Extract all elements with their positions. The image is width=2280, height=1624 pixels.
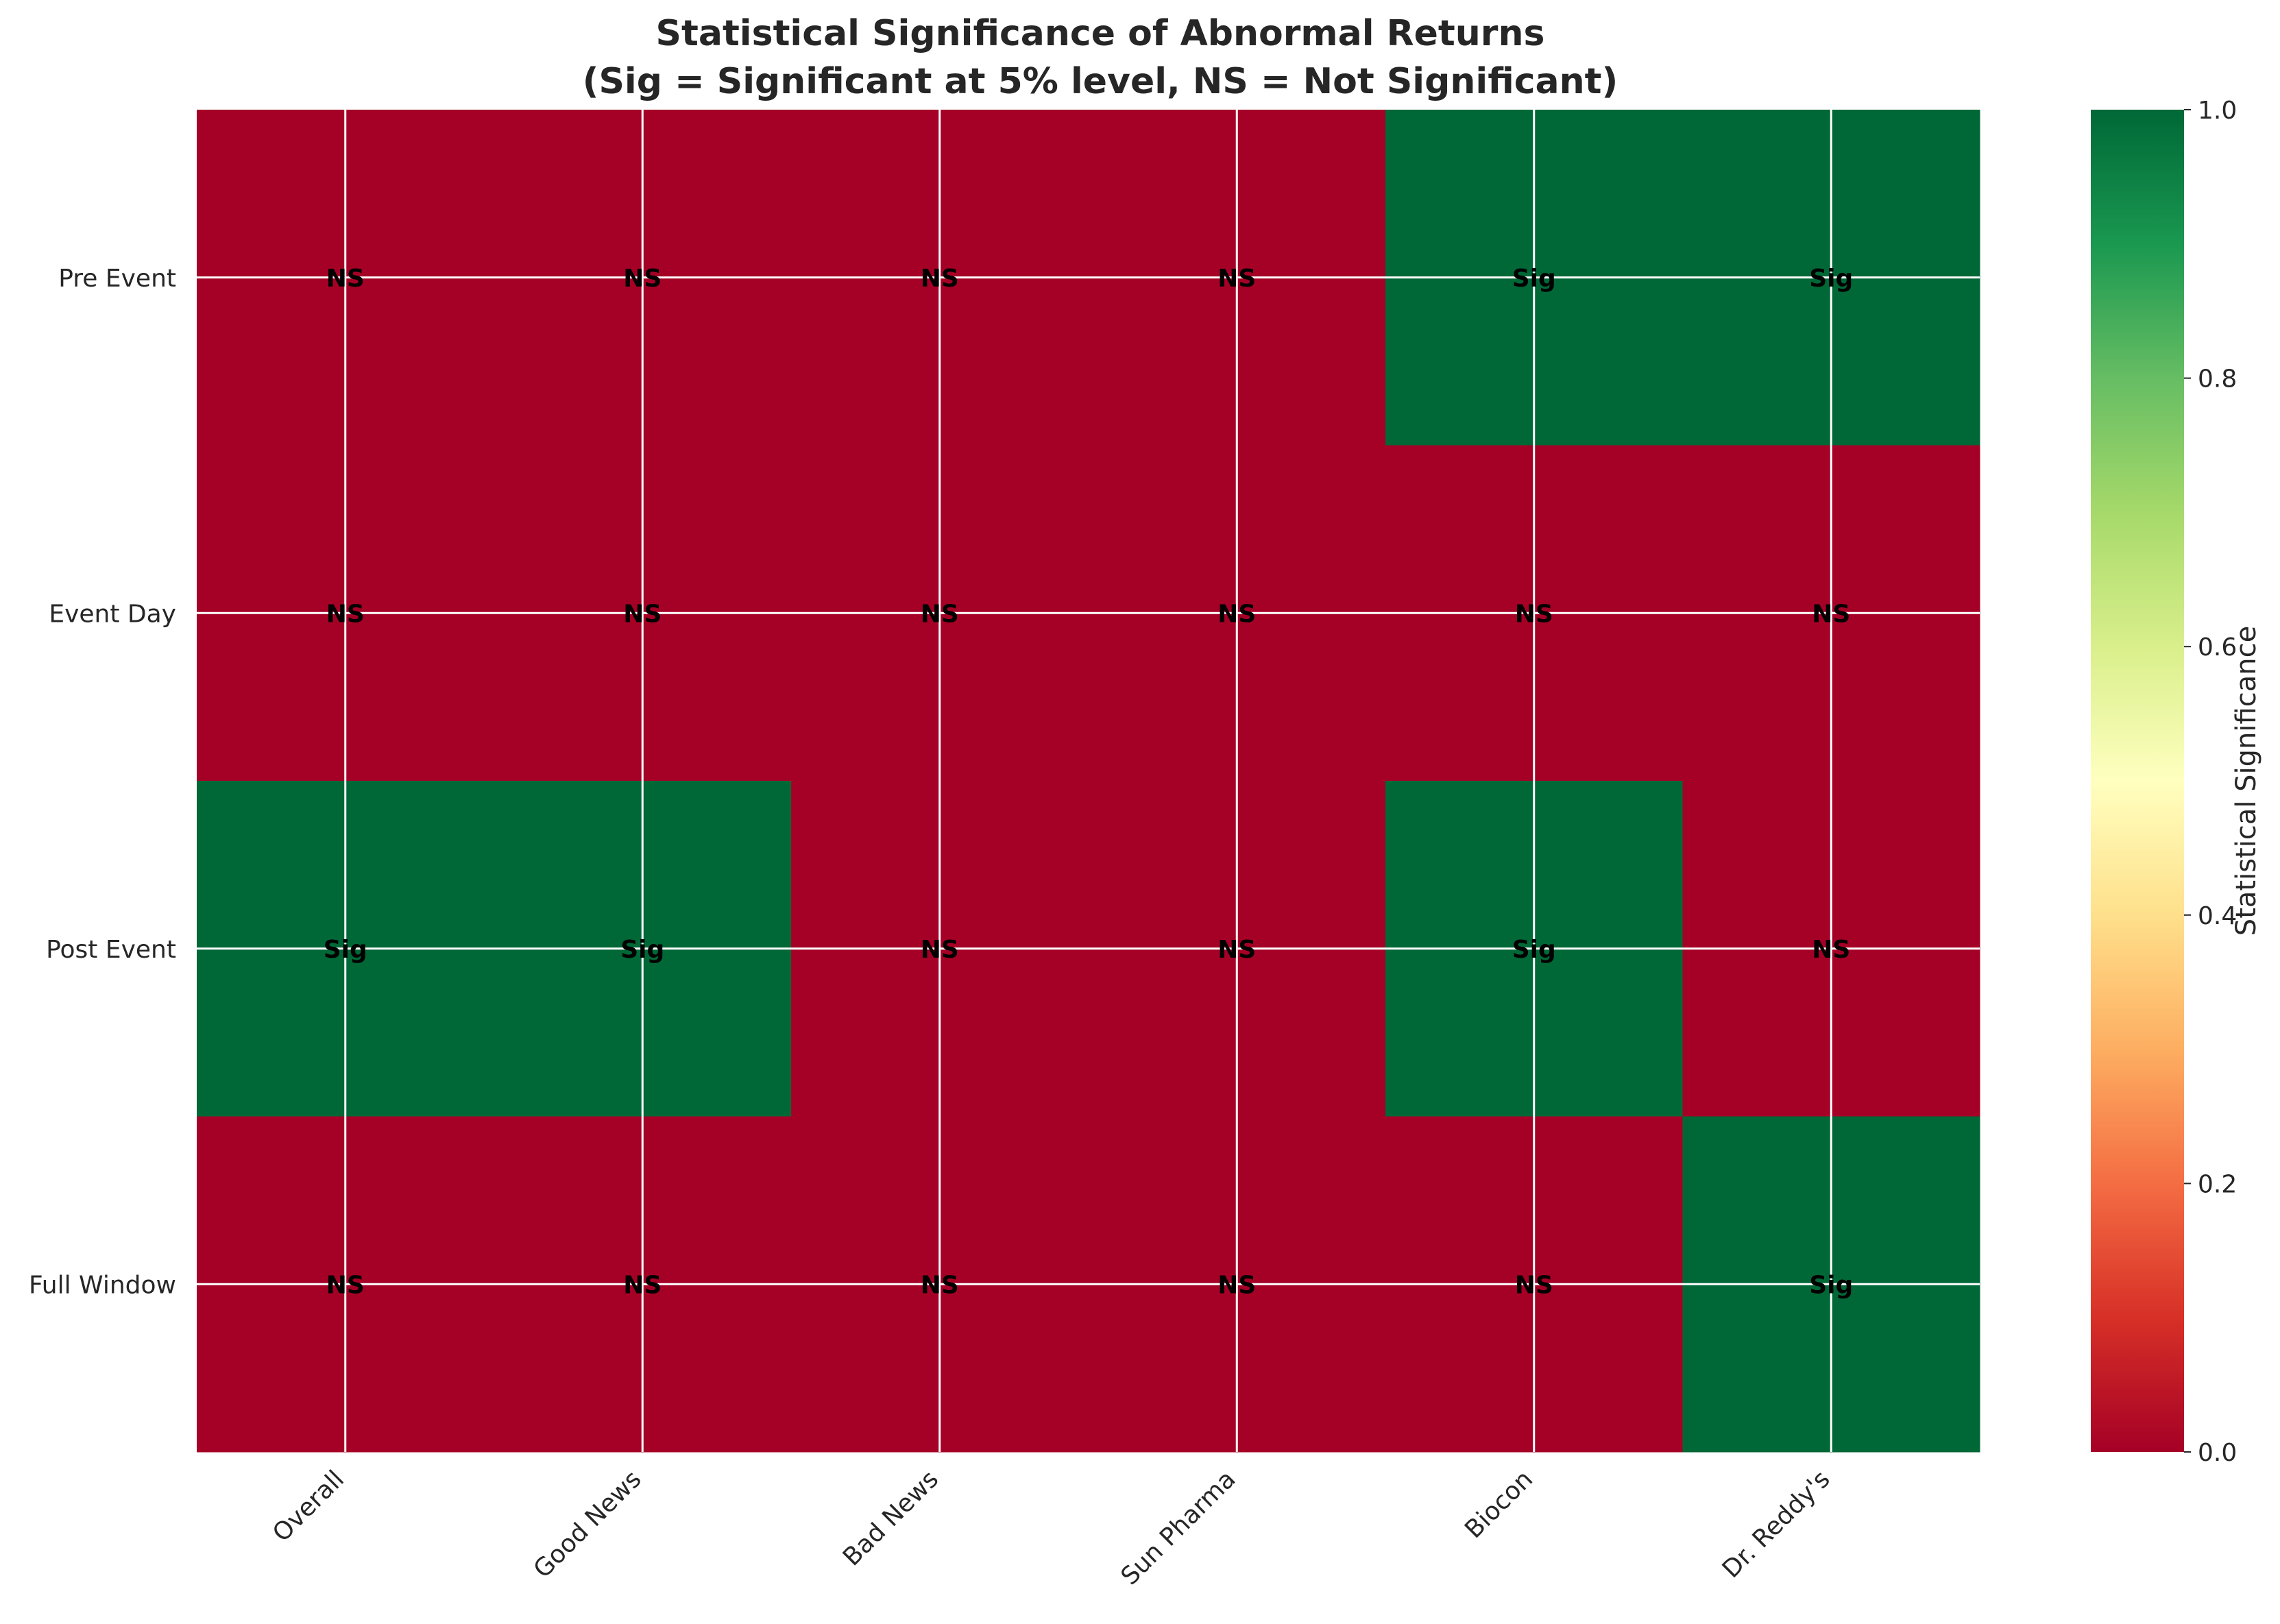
row-tick-label: Event Day (49, 600, 176, 628)
cell-label: Sig (1512, 936, 1556, 964)
cell-label: Sig (620, 936, 664, 964)
colorbar: 0.0 0.2 0.4 0.6 0.8 1.0 Statistical Significa… (2091, 97, 2262, 1467)
chart-subtitle: (Sig = Significant at 5% level, NS = Not… (583, 61, 1618, 102)
column-tick-labels: Overall Good News Bad News Sun Pharma Biocon… (267, 1465, 1835, 1590)
cell-label: Sig (1809, 265, 1853, 293)
cell-label: NS (1515, 600, 1553, 628)
column-tick-label: Bad News (838, 1465, 944, 1571)
row-tick-label: Post Event (46, 936, 176, 964)
cell-label: NS (326, 600, 365, 628)
cell-label: NS (326, 1271, 365, 1299)
cell-label: NS (1812, 600, 1850, 628)
cell-label: Sig (1512, 265, 1556, 293)
cell-label: Sig (324, 936, 367, 964)
cell-label: NS (623, 600, 662, 628)
row-tick-label: Full Window (29, 1271, 176, 1299)
colorbar-tick-label: 0.4 (2198, 902, 2237, 930)
column-tick-label: Good News (529, 1465, 647, 1584)
cell-label: NS (623, 265, 662, 293)
colorbar-tick-label: 0.6 (2198, 633, 2237, 662)
column-tick-label: Biocon (1459, 1465, 1538, 1544)
cell-label: NS (623, 1271, 662, 1299)
cell-label: Sig (1809, 1271, 1853, 1299)
cell-labels: NS NS NS NS Sig Sig NS NS NS NS NS NS Sig Sig NS NS Sig N… (324, 265, 1854, 1300)
gridlines (197, 110, 1980, 1452)
cell-label: NS (921, 265, 959, 293)
cell-label: NS (921, 600, 959, 628)
cell-label: NS (1515, 1271, 1553, 1299)
chart-title: Statistical Significance of Abnormal Ret… (656, 13, 1545, 54)
cell-label: NS (921, 1271, 959, 1299)
cell-label: NS (1217, 1271, 1256, 1299)
colorbar-ticks: 0.0 0.2 0.4 0.6 0.8 1.0 (2184, 97, 2237, 1467)
column-tick-label: Overall (267, 1465, 350, 1547)
row-tick-labels: Pre Event Event Day Post Event Full Window (29, 265, 176, 1300)
column-tick-label: Sun Pharma (1116, 1465, 1241, 1590)
heatmap-cells (197, 110, 1980, 1453)
cell-label: NS (326, 265, 365, 293)
colorbar-tick-label: 0.8 (2198, 365, 2237, 393)
colorbar-tick-label: 0.0 (2198, 1439, 2237, 1467)
cell-label: NS (1217, 265, 1256, 293)
column-tick-label: Dr. Reddy's (1717, 1465, 1836, 1584)
cell-label: NS (1217, 936, 1256, 964)
cell-label: NS (1217, 600, 1256, 628)
colorbar-tick-label: 1.0 (2198, 97, 2237, 125)
cell-label: NS (921, 936, 959, 964)
cell-label: NS (1812, 936, 1850, 964)
colorbar-label: Statistical Significance (2231, 626, 2262, 936)
row-tick-label: Pre Event (58, 265, 176, 293)
colorbar-tick-label: 0.2 (2198, 1170, 2237, 1198)
colorbar-gradient (2091, 110, 2184, 1452)
